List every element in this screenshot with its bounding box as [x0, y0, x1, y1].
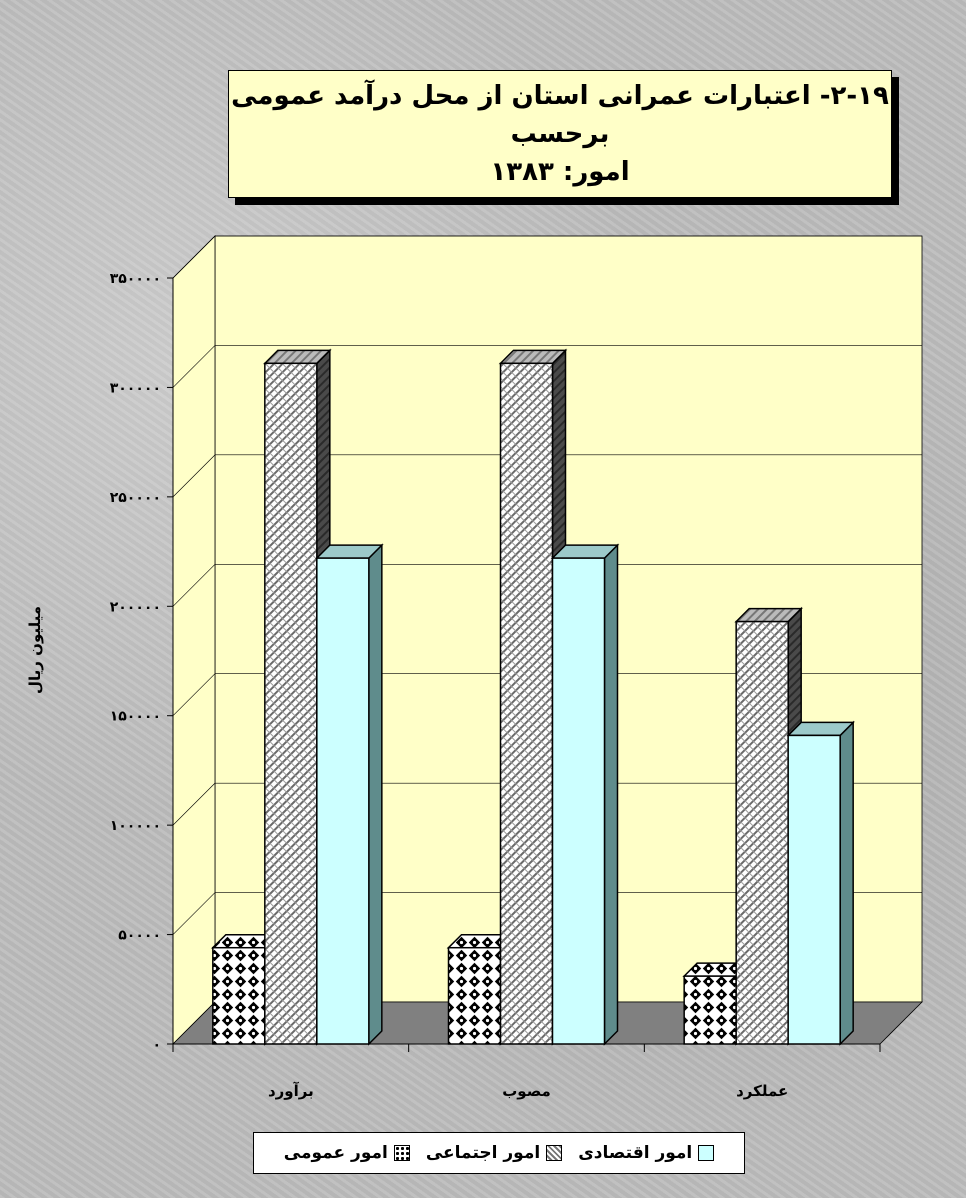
bar-front — [212, 946, 266, 1045]
bar-front — [735, 620, 789, 1045]
y-tick-label: ۱۰۰۰۰۰ — [110, 818, 161, 834]
legend-swatch-social — [546, 1145, 563, 1161]
gridline-side — [172, 235, 216, 279]
legend-item-general: امور عمومی — [284, 1143, 410, 1163]
bar-front — [499, 362, 554, 1045]
bar-social — [734, 606, 803, 1046]
gridline-side — [172, 673, 216, 716]
bar-general — [211, 932, 280, 1046]
legend-label-social: امور اجتماعی — [425, 1143, 541, 1163]
bar-econ — [315, 543, 384, 1046]
y-axis-label: میلیون ریال — [26, 606, 44, 694]
chart-title-box: ۲-۱۹- اعتبارات عمرانی استان از محل درآمد… — [228, 70, 892, 198]
bars-group — [211, 348, 855, 1046]
gridline-side — [172, 564, 216, 607]
legend-item-social: امور اجتماعی — [425, 1143, 563, 1163]
y-tick-label: ۰ — [152, 1037, 161, 1053]
bar-front — [551, 557, 606, 1045]
bar-side — [603, 543, 619, 1046]
y-tick-label: ۲۰۰۰۰۰ — [110, 599, 161, 615]
x-category-label: برآورد — [268, 1082, 314, 1100]
y-tick-label: ۳۰۰۰۰۰ — [110, 380, 161, 396]
bar-front — [447, 946, 502, 1045]
x-category-label: مصوب — [502, 1082, 551, 1100]
x-category-label: عملکرد — [736, 1082, 788, 1100]
y-tick-label: ۳۵۰۰۰۰ — [110, 271, 161, 287]
gridline-side — [172, 454, 216, 498]
legend-label-econ: امور اقتصادی — [578, 1143, 693, 1163]
gridline-side — [172, 892, 216, 935]
gridline-side — [172, 345, 216, 388]
bar-front — [787, 734, 841, 1045]
bar-front — [316, 557, 370, 1045]
bar-front — [683, 975, 737, 1045]
bar-front — [264, 362, 318, 1045]
legend-label-general: امور عمومی — [283, 1143, 388, 1163]
legend-swatch-general — [393, 1145, 410, 1161]
chart-title-line1: ۲-۱۹- اعتبارات عمرانی استان از محل درآمد… — [231, 81, 889, 149]
chart-title-line2: امور: ۱۳۸۳ — [490, 157, 630, 187]
bar-side — [368, 543, 383, 1046]
bar-econ — [786, 720, 855, 1046]
bar-side — [839, 720, 854, 1046]
axes-group: ۰ ۵۰۰۰۰ ۱۰۰۰۰۰ ۱۵۰۰۰۰ ۲۰۰۰۰۰ ۲۵۰۰۰۰ ۳۰۰۰۰۰ ۳۵۰۰… — [110, 271, 881, 1100]
legend-swatch-econ — [698, 1145, 715, 1161]
side-wall — [172, 235, 216, 1045]
gridline-side — [172, 782, 216, 826]
bar-econ — [550, 543, 620, 1046]
legend-item-econ: امور اقتصادی — [578, 1143, 715, 1163]
y-tick-label: ۱۵۰۰۰۰ — [110, 709, 161, 725]
legend: امور اقتصادی امور اجتماعی امور عمومی — [253, 1132, 745, 1174]
y-tick-label: ۵۰۰۰۰ — [118, 928, 161, 944]
y-tick-label: ۲۵۰۰۰۰ — [110, 490, 161, 506]
